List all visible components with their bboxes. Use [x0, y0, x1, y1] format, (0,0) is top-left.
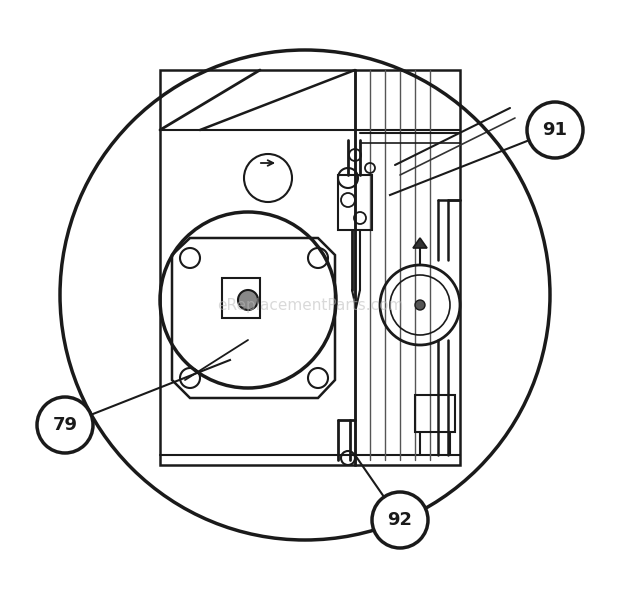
Text: eReplacementParts.com: eReplacementParts.com [217, 298, 403, 312]
Circle shape [372, 492, 428, 548]
Bar [222, 278, 260, 318]
Text: 91: 91 [542, 121, 567, 139]
Polygon shape [413, 238, 427, 248]
Circle shape [415, 300, 425, 310]
Text: 92: 92 [388, 511, 412, 529]
Circle shape [37, 397, 93, 453]
Bar [415, 395, 455, 432]
Bar [160, 70, 355, 465]
Bar [338, 175, 372, 230]
Circle shape [527, 102, 583, 158]
Bar [355, 70, 460, 465]
Text: 79: 79 [53, 416, 78, 434]
Circle shape [238, 290, 258, 310]
